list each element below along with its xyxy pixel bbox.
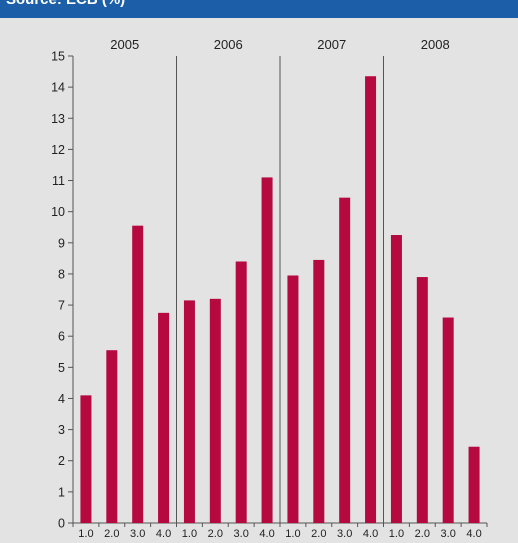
x-tick-label: 1.0 [182,528,197,540]
bar [132,225,144,523]
bar [235,261,247,523]
bar [365,76,377,523]
x-tick-label: 1.0 [285,528,300,540]
header-title: Source: ECB (%) [6,0,125,8]
bar [390,235,402,523]
year-label: 2005 [110,37,139,52]
bar [339,197,351,523]
x-tick-label: 3.0 [130,528,145,540]
year-label: 2007 [317,37,346,52]
header-bar: Source: ECB (%) [0,0,518,18]
bar [106,350,118,523]
y-tick-label: 9 [58,236,65,250]
bar [158,312,170,523]
x-tick-label: 1.0 [78,528,93,540]
x-tick-label: 4.0 [259,528,274,540]
x-tick-label: 2.0 [415,528,430,540]
y-tick-label: 8 [58,267,65,281]
bar [183,300,195,523]
x-tick-label: 2.0 [311,528,326,540]
y-tick-label: 11 [52,174,65,188]
x-tick-label: 4.0 [466,528,481,540]
x-tick-label: 1.0 [389,528,404,540]
x-tick-label: 4.0 [363,528,378,540]
x-tick-label: 4.0 [156,528,171,540]
y-tick-label: 5 [58,361,65,375]
y-tick-label: 6 [58,330,65,344]
y-tick-label: 3 [58,423,65,437]
bar [416,277,428,523]
x-tick-label: 3.0 [337,528,352,540]
bar [80,395,92,523]
y-tick-label: 2 [58,454,65,468]
bar [313,259,325,523]
bar [442,317,454,523]
year-label: 2006 [214,37,243,52]
x-tick-label: 2.0 [208,528,223,540]
y-tick-label: 12 [51,143,65,157]
bar [287,275,299,523]
y-tick-label: 15 [51,50,65,64]
y-tick-label: 13 [51,112,65,126]
y-tick-label: 14 [51,81,65,95]
x-tick-label: 3.0 [441,528,456,540]
year-label: 2008 [421,37,450,52]
x-tick-label: 3.0 [234,528,249,540]
bar [468,446,480,523]
bar [261,177,273,524]
x-tick-label: 2.0 [104,528,119,540]
bar [209,298,221,523]
y-tick-label: 10 [51,205,65,219]
y-tick-label: 7 [58,299,65,313]
y-tick-label: 1 [58,485,65,499]
y-tick-label: 0 [58,517,65,531]
y-tick-label: 4 [58,392,65,406]
